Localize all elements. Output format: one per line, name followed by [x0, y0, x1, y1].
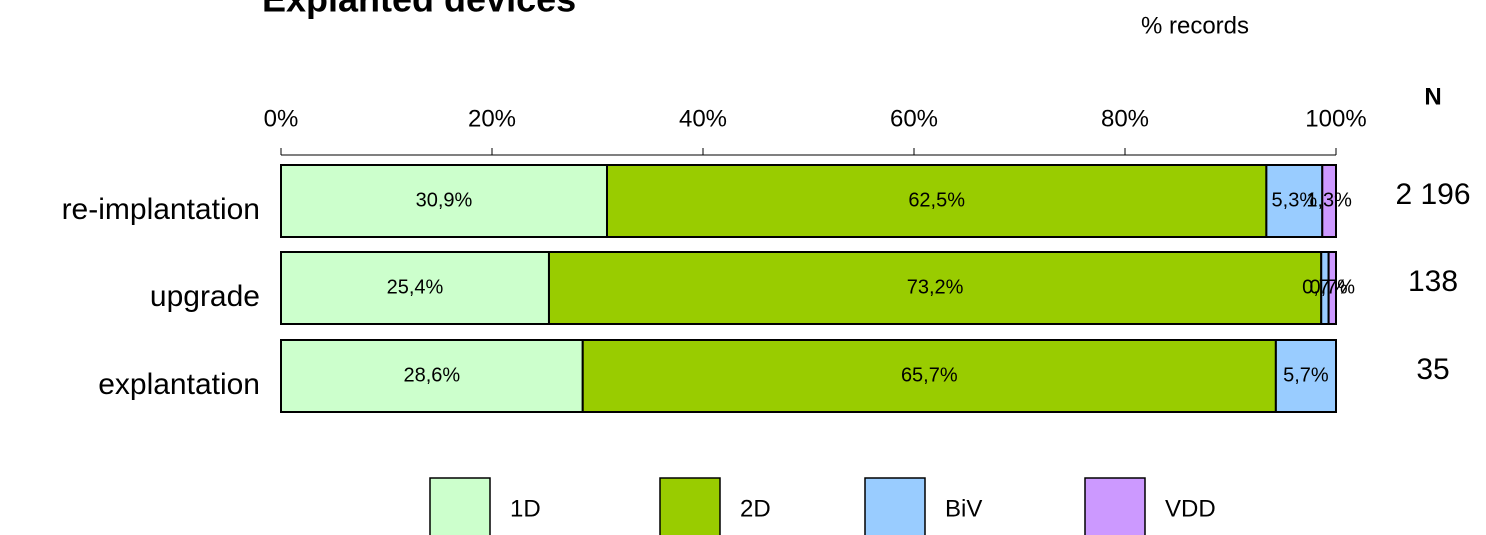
x-tick-label: 80%: [1101, 105, 1149, 132]
legend-label: BiV: [945, 495, 982, 522]
value-label: 1,3%: [1306, 189, 1352, 211]
legend-label: VDD: [1165, 495, 1216, 522]
n-header: N: [1424, 83, 1441, 110]
legend-swatch: [429, 477, 491, 535]
x-tick-label: 40%: [679, 105, 727, 132]
value-label: 28,6%: [404, 364, 461, 386]
bar-segment: [1327, 251, 1337, 325]
bar-segment: [1265, 164, 1324, 238]
bar-segment: [547, 251, 1323, 325]
bar-segment: [1274, 339, 1337, 413]
bar-segment: [280, 251, 550, 325]
legend-label: 1D: [510, 495, 541, 522]
value-label: 73,2%: [907, 276, 964, 298]
value-label: 0,7%: [1310, 276, 1356, 298]
x-tick-label: 100%: [1305, 105, 1366, 132]
chart-title: Explanted devices: [262, 0, 576, 20]
bar-segment: [1321, 164, 1338, 238]
category-label: explantation: [98, 368, 260, 401]
legend-swatch: [1084, 477, 1146, 535]
legend-swatch: [659, 477, 721, 535]
legend-label: 2D: [740, 495, 771, 522]
category-label: upgrade: [150, 280, 260, 313]
n-label: 35: [1416, 353, 1449, 386]
value-label: 25,4%: [387, 276, 444, 298]
value-label: 65,7%: [901, 364, 958, 386]
value-label: 5,7%: [1283, 364, 1329, 386]
n-label: 2 196: [1395, 178, 1470, 211]
value-label: 30,9%: [416, 189, 473, 211]
axis-label: % records: [1141, 12, 1249, 39]
bar-segment: [581, 339, 1277, 413]
n-label: 138: [1408, 265, 1458, 298]
x-tick-label: 20%: [468, 105, 516, 132]
x-tick-label: 60%: [890, 105, 938, 132]
value-label: 62,5%: [908, 189, 965, 211]
x-tick-label: 0%: [264, 105, 299, 132]
bar-segment: [280, 339, 584, 413]
bar-segment: [280, 164, 608, 238]
category-label: re-implantation: [62, 193, 260, 226]
bar-segment: [605, 164, 1268, 238]
value-label: 5,3%: [1272, 189, 1318, 211]
legend-swatch: [864, 477, 926, 535]
